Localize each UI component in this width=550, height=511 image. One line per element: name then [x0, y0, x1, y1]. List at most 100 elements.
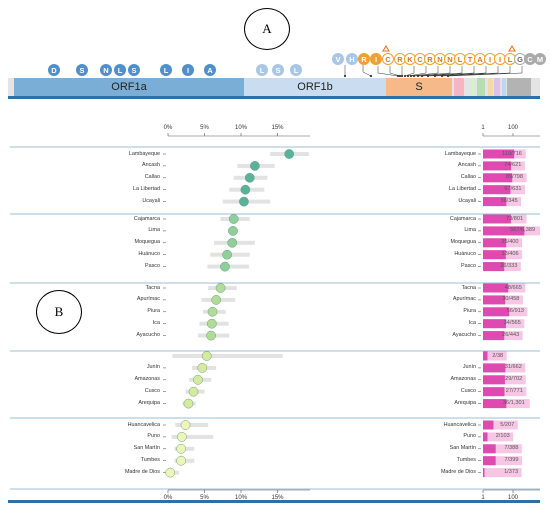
spike-mutation-4: C — [382, 53, 394, 65]
count-bar-13 — [483, 319, 506, 329]
count-label-4: 36/345 — [500, 198, 518, 205]
right-row-label-20: Huancavelica — [443, 421, 476, 428]
count-label-19: 36/1,301 — [502, 400, 525, 407]
point-15 — [201, 351, 212, 361]
left-tick-label-top-2: 10% — [234, 124, 247, 131]
ci-bar-21 — [171, 434, 214, 439]
point-13 — [206, 318, 217, 329]
orf1a-segment: ORF1a — [14, 78, 244, 96]
count-bar-0 — [483, 149, 515, 159]
right-row-label-0: Lambayeque — [444, 150, 476, 157]
point-7 — [227, 237, 238, 248]
count-bar-16 — [483, 363, 506, 373]
right-row-label-22: San Martín — [449, 445, 476, 452]
spike-mutation-0: V — [332, 53, 344, 65]
orf1a-mutation-0: D — [48, 64, 60, 76]
count-label-14: 26/443 — [502, 332, 520, 339]
total-bar-15 — [483, 351, 507, 361]
orf1a-mutation-1: S — [76, 64, 88, 76]
m-segment — [477, 78, 485, 96]
point-5 — [228, 214, 239, 224]
spike-mutation-10: N — [444, 53, 456, 65]
count-bar-1 — [483, 161, 512, 171]
left-row-label-19: Arequipa — [138, 400, 160, 407]
point-14 — [206, 330, 216, 341]
left-row-label-0: Lambayeque — [128, 150, 160, 157]
left-row-label-7: Moquegua — [134, 239, 160, 246]
orf6-segment — [488, 78, 493, 96]
spike-mutation-19: M — [534, 53, 546, 65]
total-bar-20 — [483, 420, 518, 430]
right-row-label-3: La Libertad — [449, 186, 476, 193]
point-2 — [244, 172, 255, 183]
count-label-6: 567/6,389 — [510, 227, 536, 234]
count-bar-5 — [483, 214, 511, 224]
count-bar-2 — [483, 173, 513, 183]
right-row-label-6: Lima — [464, 227, 476, 234]
left-tick-label-bottom-2: 10% — [234, 494, 247, 501]
orf1a-mutation-4: S — [128, 64, 140, 76]
left-row-label-24: Madre de Dios — [124, 469, 160, 476]
point-24 — [165, 467, 176, 478]
count-bar-3 — [483, 185, 511, 195]
orf8-segment — [502, 78, 506, 96]
left-tick-label-top-3: 15% — [271, 124, 284, 131]
point-19 — [183, 398, 194, 409]
left-row-label-1: Ancash — [142, 162, 160, 169]
count-label-16: 31/662 — [504, 364, 522, 371]
point-6 — [228, 226, 238, 236]
orf1a-mutation-3: L — [114, 64, 126, 76]
point-17 — [193, 374, 203, 385]
count-bar-7 — [483, 238, 507, 248]
right-row-label-9: Pasco — [461, 263, 476, 270]
count-label-10: 48/665 — [504, 284, 522, 291]
point-1 — [250, 161, 260, 171]
left-row-label-16: Junín — [146, 364, 160, 371]
count-bar-14 — [483, 331, 505, 341]
spike-mutation-14: I — [484, 53, 496, 65]
left-row-label-8: Huánuco — [138, 251, 160, 258]
genome-map: ORF1a ORF1b S — [0, 0, 550, 110]
count-label-3: 67/631 — [504, 186, 522, 193]
left-row-label-10: Tacna — [145, 284, 160, 291]
left-tick-label-top-1: 5% — [200, 124, 209, 131]
count-bar-11 — [483, 295, 506, 305]
count-label-22: 7/388 — [504, 445, 519, 452]
count-label-20: 5/207 — [500, 421, 515, 428]
left-row-label-17: Amazonas — [134, 376, 160, 383]
point-16 — [197, 363, 208, 373]
point-8 — [222, 249, 232, 260]
right-tick-label-bottom-1: 100 — [507, 494, 518, 501]
count-bar-17 — [483, 375, 505, 385]
right-row-label-7: Moquegua — [450, 239, 476, 246]
count-label-8: 33/406 — [501, 251, 519, 258]
count-bar-10 — [483, 283, 509, 293]
left-tick-label-top-0: 0% — [163, 124, 173, 131]
spike-mutation-18: C — [524, 53, 536, 65]
count-label-24: 1/373 — [504, 469, 519, 476]
spike-mutation-8: R — [424, 53, 436, 65]
count-label-9: 26/333 — [500, 263, 518, 270]
orf1a-mutation-6: I — [182, 64, 194, 76]
right-row-label-21: Puno — [463, 433, 476, 440]
right-row-label-24: Madre de Dios — [440, 469, 476, 476]
total-bar-21 — [483, 432, 514, 442]
count-label-17: 29/702 — [505, 376, 523, 383]
left-row-label-22: San Martín — [133, 445, 160, 452]
right-row-label-4: Ucayali — [458, 198, 476, 205]
point-0 — [284, 149, 295, 159]
count-bar-4 — [483, 197, 507, 207]
orf1b-label: ORF1b — [297, 81, 333, 93]
orf7-segment — [494, 78, 500, 96]
orf3a-segment — [454, 78, 464, 96]
count-bar-15 — [483, 351, 488, 361]
spike-mutation-3: I — [370, 53, 382, 65]
left-row-label-23: Tumbes — [140, 457, 160, 464]
left-row-label-2: Callao — [144, 174, 160, 181]
left-row-label-20: Huancavelica — [127, 421, 160, 428]
left-row-label-5: Cajamarca — [133, 215, 160, 222]
left-row-label-13: Ica — [152, 320, 160, 327]
left-tick-label-bottom-3: 15% — [271, 494, 284, 501]
count-bar-24 — [483, 468, 485, 478]
point-22 — [176, 443, 186, 454]
